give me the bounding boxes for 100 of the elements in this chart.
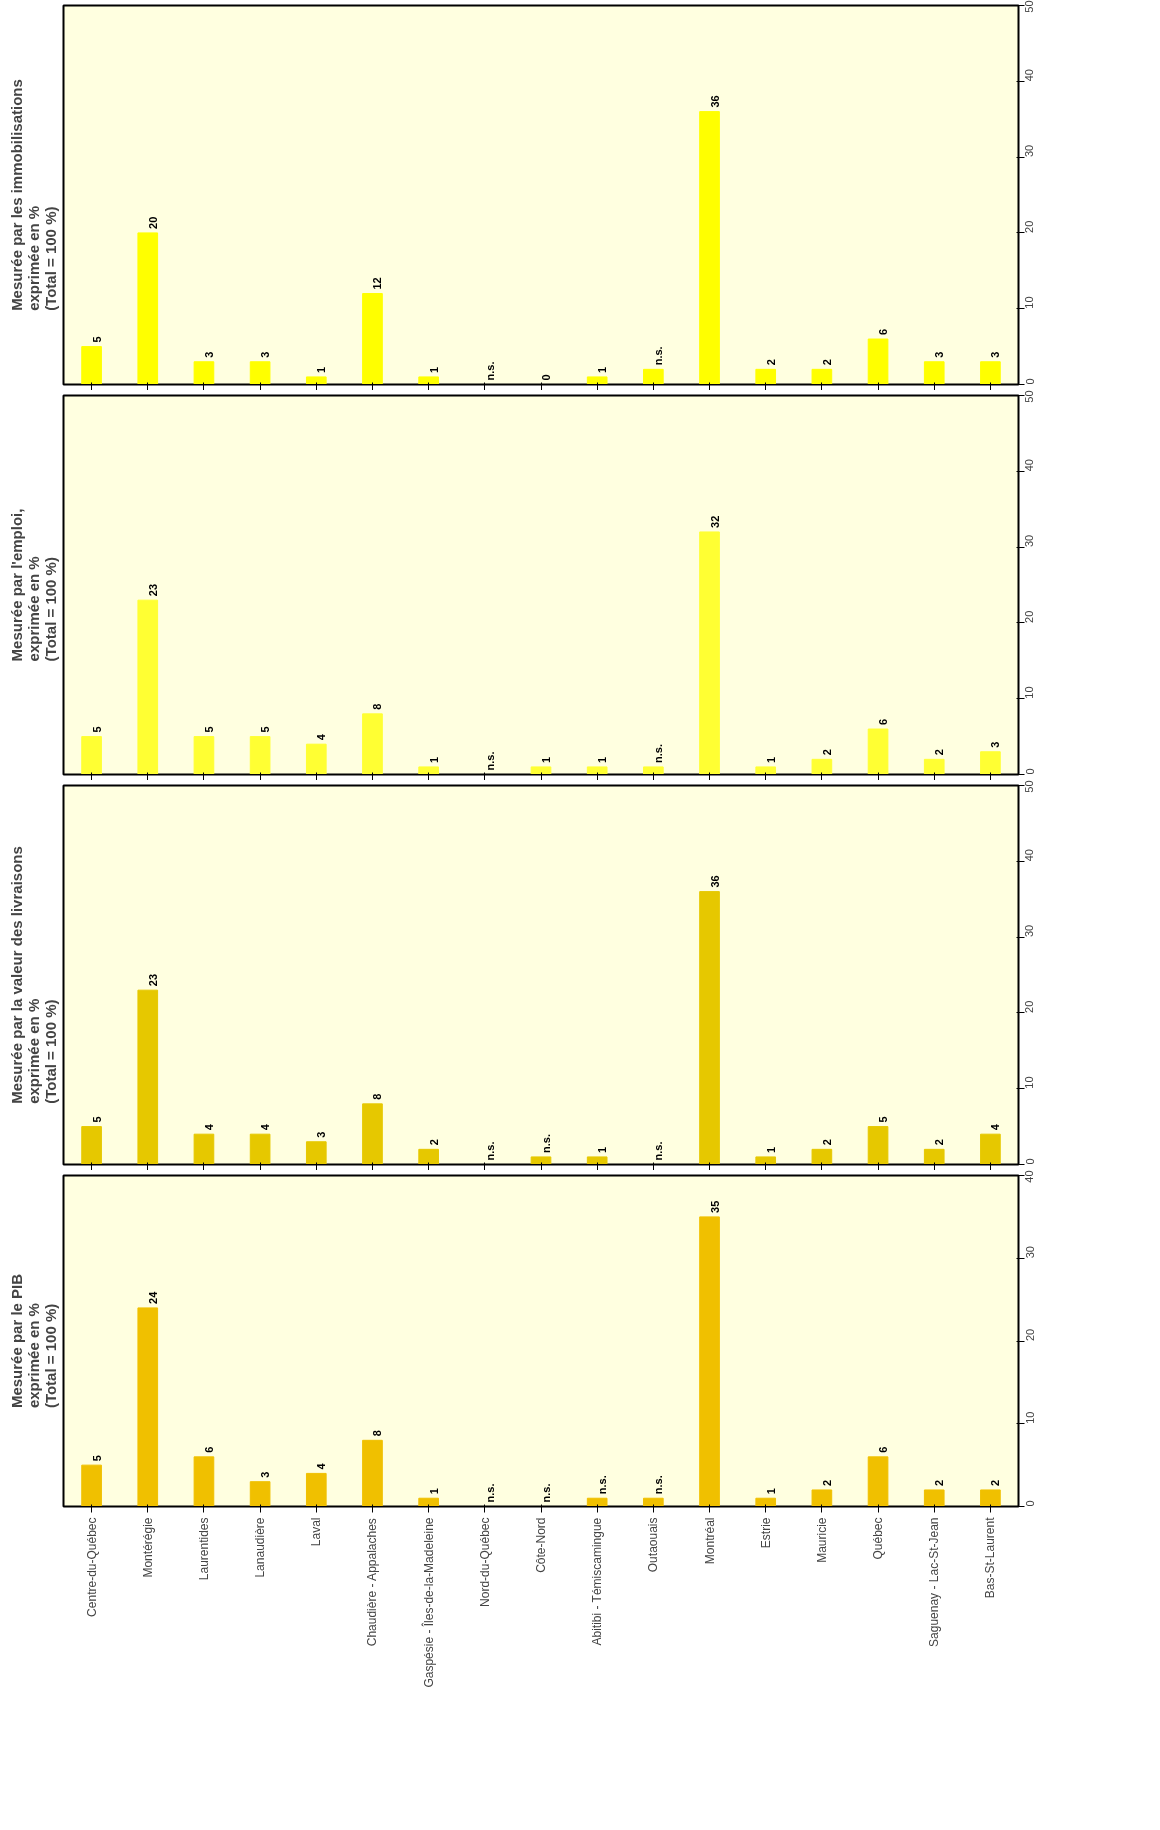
data-label: 1 — [764, 1146, 777, 1153]
data-label: 5 — [259, 726, 272, 733]
text: Mesurée par l'emploi, exprimée en % (Total = 100 %) — [7, 508, 59, 662]
data-label: 5 — [877, 1116, 890, 1123]
y-tick-label: 20 — [1023, 1000, 1036, 1013]
x-tick-label: Québec — [871, 1517, 886, 1560]
data-label: 2 — [933, 1479, 946, 1486]
data-label: 1 — [596, 756, 609, 763]
data-label: 36 — [708, 95, 721, 108]
x-tick-label: Laurentides — [196, 1517, 211, 1581]
y-tick-label: 20 — [1023, 610, 1036, 623]
data-label: 3 — [989, 741, 1002, 748]
data-label: 8 — [371, 703, 384, 710]
data-label: 2 — [427, 1139, 440, 1146]
data-label: 8 — [371, 1093, 384, 1100]
data-label: n.s. — [652, 1475, 665, 1495]
data-label: 4 — [202, 1123, 215, 1131]
data-label: 1 — [764, 756, 777, 763]
data-label: 2 — [820, 1479, 833, 1486]
y-tick-label: 20 — [1023, 220, 1036, 233]
data-label: 3 — [989, 351, 1002, 358]
data-label: 1 — [427, 366, 440, 373]
data-label: 1 — [427, 756, 440, 763]
x-tick-label: Montérégie — [140, 1517, 155, 1578]
x-tick-label: Laval — [309, 1517, 324, 1547]
data-label: n.s. — [540, 1133, 552, 1153]
data-label: 36 — [708, 875, 721, 888]
x-tick-label: Gaspésie - Îles-de-la-Madeleine — [420, 1517, 436, 1688]
text: n.s. — [483, 1141, 496, 1161]
data-label: 5 — [202, 726, 215, 733]
data-label: 3 — [259, 1471, 272, 1478]
data-label: 1 — [764, 1488, 777, 1495]
y-tick-label: 10 — [1023, 296, 1036, 309]
data-label: 2 — [989, 1479, 1002, 1486]
y-tick-label: 20 — [1023, 1328, 1036, 1341]
text: n.s. — [483, 361, 496, 381]
y-tick-label: 10 — [1023, 686, 1036, 699]
data-label: 3 — [933, 351, 946, 358]
data-label: 2 — [933, 749, 946, 756]
text: Mesurée par les immobilisations exprimée en % (Total = 100 %) — [7, 79, 59, 311]
data-label: 1 — [540, 756, 552, 763]
x-tick-label: Centre-du-Québec — [84, 1517, 99, 1617]
data-label: n.s. — [652, 743, 665, 763]
data-label: 4 — [315, 733, 328, 741]
y-tick-label: 10 — [1023, 1411, 1036, 1424]
data-label: 3 — [202, 351, 215, 358]
x-tick-label: Nord-du-Québec — [477, 1517, 492, 1607]
x-tick-label: Côte-Nord — [534, 1517, 548, 1573]
y-tick-label: 40 — [1023, 459, 1036, 472]
y-tick-label: 40 — [1023, 69, 1036, 82]
x-tick-label: Outaouais — [646, 1517, 661, 1573]
y-tick-label: 0 — [1023, 768, 1036, 775]
data-label: 3 — [259, 351, 272, 358]
x-tick-label: Saguenay - Lac-St-Jean — [927, 1517, 942, 1647]
data-label: 2 — [764, 359, 777, 366]
data-label: 5 — [90, 726, 103, 733]
data-label: 6 — [877, 1446, 890, 1453]
y-tick-label: 30 — [1023, 1246, 1036, 1259]
text: n.s. — [483, 751, 496, 771]
data-label: 2 — [820, 359, 833, 366]
data-label: 2 — [820, 749, 833, 756]
y-tick-label: 0 — [1023, 378, 1036, 385]
data-label: n.s. — [652, 346, 665, 366]
x-tick-label: Estrie — [758, 1517, 773, 1549]
data-label: 24 — [146, 1290, 159, 1304]
data-label: n.s. — [596, 1475, 609, 1495]
x-tick-label: Bas-St-Laurent — [983, 1516, 998, 1599]
data-label: 1 — [596, 1146, 609, 1153]
data-label: 23 — [146, 583, 159, 597]
data-label: 20 — [146, 216, 159, 229]
text: n.s. — [483, 1483, 496, 1503]
data-label: 8 — [371, 1430, 384, 1437]
data-label: 1 — [596, 366, 609, 373]
data-label: 12 — [371, 277, 384, 290]
x-tick-label: Chaudière - Appalaches — [365, 1518, 380, 1647]
data-label: 4 — [315, 1462, 328, 1470]
x-tick-label: Mauricie — [814, 1517, 829, 1563]
y-tick-label: 30 — [1023, 144, 1036, 158]
data-label: 6 — [202, 1446, 215, 1453]
x-tick-label: Abitibi - Témiscamingue — [590, 1517, 605, 1646]
data-label: 5 — [90, 1455, 103, 1462]
data-label: 35 — [708, 1200, 721, 1213]
data-label: 2 — [933, 1139, 946, 1146]
y-tick-label: 30 — [1023, 924, 1036, 938]
data-label: 5 — [90, 1116, 103, 1123]
data-label: 23 — [146, 973, 159, 987]
y-tick-label: 50 — [1023, 0, 1036, 13]
data-label: 1 — [427, 1488, 440, 1495]
y-tick-label: 50 — [1023, 390, 1036, 403]
x-tick-label: Montréal — [702, 1517, 717, 1565]
data-label: 0 — [540, 374, 552, 381]
text: Mesurée par la valeur des livraisons exprimée en % (Total = 100 %) — [7, 846, 59, 1104]
data-label: 4 — [259, 1123, 272, 1131]
data-label: 3 — [315, 1131, 328, 1138]
data-label: 32 — [708, 515, 721, 528]
y-tick-label: 0 — [1023, 1500, 1036, 1507]
y-tick-label: 30 — [1023, 534, 1036, 548]
y-tick-label: 0 — [1023, 1158, 1036, 1165]
text: Mesurée par le PIB exprimée en % (Total = 100 %) — [7, 1273, 59, 1409]
y-tick-label: 40 — [1023, 849, 1036, 862]
